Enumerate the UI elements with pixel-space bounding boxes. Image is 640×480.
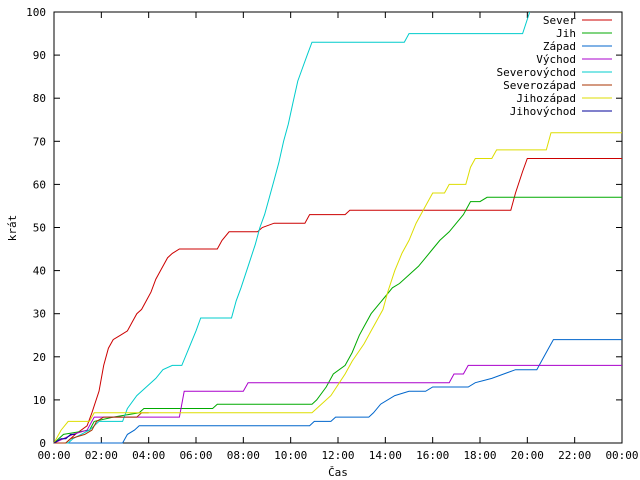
series-line-8	[53, 433, 76, 444]
x-tick-label: 18:00	[463, 449, 496, 462]
x-tick-label: 06:00	[179, 449, 212, 462]
y-tick-label: 10	[33, 394, 46, 407]
x-tick-label: 00:00	[37, 449, 70, 462]
x-tick-label: 12:00	[321, 449, 354, 462]
series-line-6	[54, 412, 149, 444]
y-tick-label: 80	[33, 92, 46, 105]
series-line-5	[54, 11, 531, 444]
x-axis: 00:00 02:00 04:00 06:00 08:00 10:00 12:00 14:00…	[37, 12, 639, 462]
x-axis-label: Čas	[328, 466, 348, 479]
y-axis: 0 10 20 30 40 50 60 70 80 90 100	[26, 6, 622, 450]
legend-label: Severovýchod	[497, 66, 576, 79]
x-tick-label: 00:00	[605, 449, 638, 462]
y-tick-label: 30	[33, 308, 46, 321]
series-line-2	[53, 196, 622, 444]
y-tick-label: 50	[33, 222, 46, 235]
x-tick-label: 04:00	[132, 449, 165, 462]
legend: SeverJihZápadVýchodSeverovýchodSeverozáp…	[497, 14, 612, 118]
legend-label: Východ	[536, 53, 576, 66]
x-tick-label: 22:00	[558, 449, 591, 462]
series-line-3	[54, 339, 622, 444]
y-tick-label: 90	[33, 49, 46, 62]
x-tick-label: 20:00	[511, 449, 544, 462]
legend-label: Západ	[543, 40, 576, 53]
x-tick-label: 10:00	[274, 449, 307, 462]
y-tick-label: 0	[39, 437, 46, 450]
legend-label: Jihovýchod	[510, 105, 576, 118]
y-axis-label: krát	[6, 215, 19, 242]
legend-label: Jihozápad	[516, 92, 576, 105]
x-tick-label: 08:00	[227, 449, 260, 462]
x-tick-label: 14:00	[369, 449, 402, 462]
legend-label: Sever	[543, 14, 576, 27]
x-tick-label: 02:00	[85, 449, 118, 462]
y-tick-label: 20	[33, 351, 46, 364]
legend-label: Severozápad	[503, 79, 576, 92]
y-tick-label: 40	[33, 265, 46, 278]
series-lines	[53, 11, 622, 444]
y-tick-label: 70	[33, 135, 46, 148]
series-line-7	[53, 132, 622, 444]
legend-label: Jih	[556, 27, 576, 40]
y-tick-label: 100	[26, 6, 46, 19]
series-line-1	[54, 158, 622, 444]
y-tick-label: 60	[33, 178, 46, 191]
x-tick-label: 16:00	[416, 449, 449, 462]
series-line-4	[53, 364, 622, 444]
